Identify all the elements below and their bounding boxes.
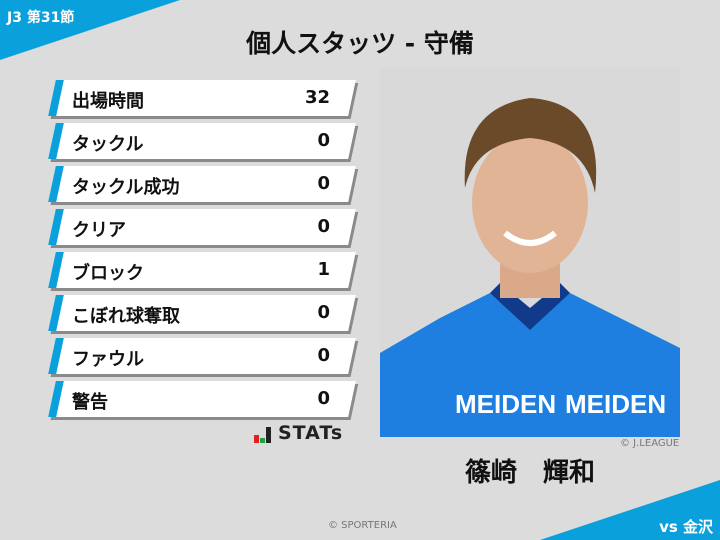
svg-text:MEIDEN: MEIDEN [565, 389, 666, 419]
stat-value: 1 [317, 259, 330, 280]
stat-row: タックル 0 [48, 123, 356, 159]
round-label: J3 第31節 [7, 10, 75, 26]
bar-chart-icon [254, 427, 271, 443]
stat-row: 出場時間 32 [48, 80, 356, 116]
stat-row: こぼれ球奪取 0 [48, 295, 356, 331]
stat-row: ブロック 1 [48, 252, 356, 288]
stat-label: ファウル [72, 349, 144, 370]
stat-value: 0 [317, 130, 330, 151]
photo-credit: © J.LEAGUE [620, 438, 680, 449]
copyright: © SPORTERIA [328, 520, 397, 531]
stat-label: ブロック [72, 263, 144, 284]
stat-row: クリア 0 [48, 209, 356, 245]
stats-logo: STATs [254, 424, 343, 443]
stat-label: 警告 [72, 392, 108, 413]
stat-row: ファウル 0 [48, 338, 356, 374]
player-photo: MEIDEN MEIDEN [380, 68, 680, 437]
stat-row: 警告 0 [48, 381, 356, 417]
page-title: 個人スタッツ - 守備 [246, 29, 474, 58]
stat-value: 0 [317, 302, 330, 323]
stat-value: 0 [317, 173, 330, 194]
stat-value: 0 [317, 345, 330, 366]
opponent-label: vs 金沢 [659, 518, 713, 536]
stat-label: クリア [72, 220, 126, 241]
stats-logo-text: STATs [278, 422, 344, 444]
stat-label: タックル [72, 134, 144, 155]
svg-text:MEIDEN: MEIDEN [455, 389, 556, 419]
stat-row: タックル成功 0 [48, 166, 356, 202]
stat-value: 32 [304, 87, 330, 108]
player-name: 篠崎 輝和 [464, 458, 595, 488]
stat-value: 0 [317, 388, 330, 409]
stat-label: 出場時間 [72, 91, 144, 112]
stat-label: こぼれ球奪取 [72, 306, 180, 327]
stat-value: 0 [317, 216, 330, 237]
stat-label: タックル成功 [72, 177, 180, 198]
